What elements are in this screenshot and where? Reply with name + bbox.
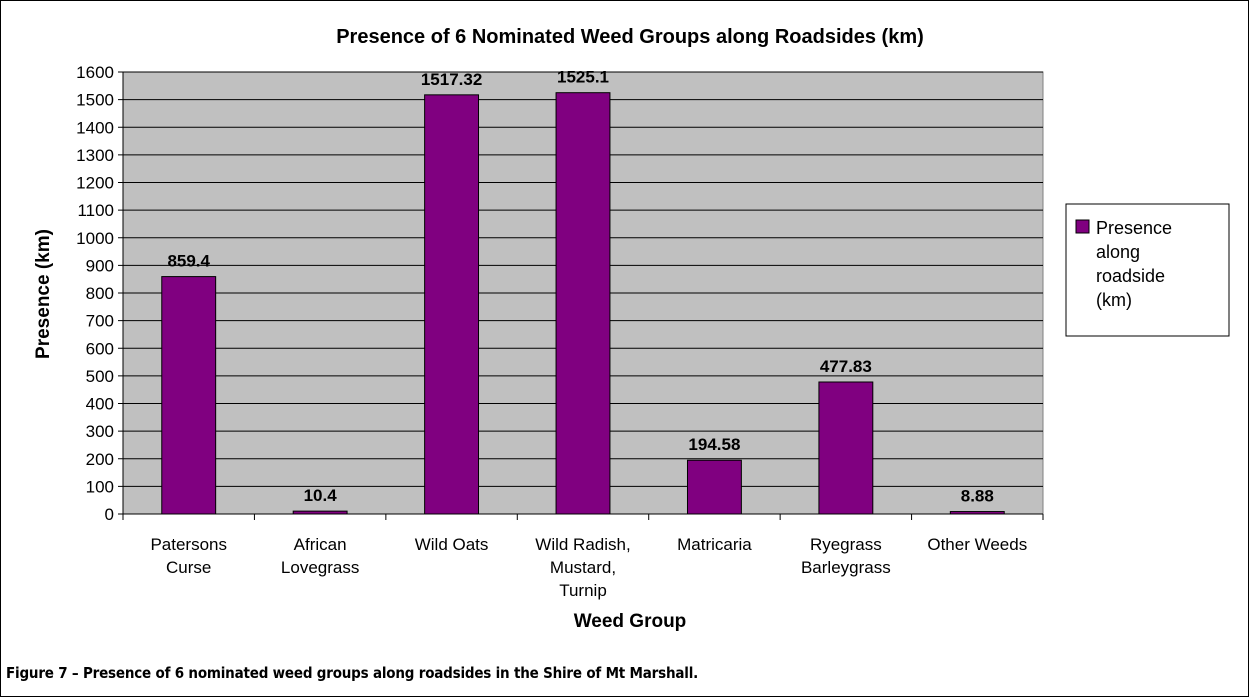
data-label: 859.4 (167, 252, 210, 271)
y-tick-label: 1100 (77, 201, 114, 220)
x-axis-title: Weed Group (574, 611, 687, 632)
data-label: 477.83 (820, 357, 872, 376)
legend-swatch (1075, 219, 1090, 234)
legend-label: Presence along roadside (km) (1096, 218, 1172, 310)
x-axis-categories: Patersons Curse African Lovegrass Wild Oats W… (150, 535, 1027, 600)
y-tick-label: 1000 (76, 229, 114, 248)
x-axis (122, 72, 1044, 520)
y-tick-label: 200 (86, 450, 114, 469)
legend: Presence along roadside (km) (1065, 203, 1230, 337)
y-tick-label: 1500 (76, 91, 114, 110)
bar (555, 92, 611, 515)
data-label: 1525.1 (557, 68, 609, 87)
y-axis-ticks: 0 100 200 300 400 500 600 700 800 900 1000 1100 1200… (76, 63, 123, 524)
y-tick-label: 0 (105, 505, 114, 524)
legend-label-line: (km) (1096, 290, 1132, 310)
x-category-label: African Lovegrass (281, 535, 359, 577)
y-tick-label: 600 (86, 339, 114, 358)
y-tick-label: 400 (86, 395, 114, 414)
legend-label-line: Presence (1096, 218, 1172, 238)
y-tick-label: 1400 (76, 118, 114, 137)
chart-title: Presence of 6 Nominated Weed Groups alon… (336, 26, 924, 48)
data-labels: 859.4 10.4 1517.32 1525.1 194.58 477.83 8.88 (167, 68, 993, 506)
bar (686, 459, 742, 515)
y-tick-label: 500 (86, 367, 114, 386)
y-tick-label: 1200 (76, 174, 114, 193)
y-tick-label: 700 (86, 312, 114, 331)
y-tick-label: 1300 (76, 146, 114, 165)
x-category-label: Patersons Curse (150, 535, 227, 577)
bar (161, 276, 217, 515)
y-tick-label: 1600 (76, 63, 114, 82)
x-category-label: Wild Oats (415, 535, 489, 554)
legend-label-line: along (1096, 242, 1140, 262)
x-category-label: Other Weeds (927, 535, 1027, 554)
y-axis-title: Presence (km) (33, 229, 54, 359)
y-tick-label: 800 (86, 284, 114, 303)
x-category-label: Matricaria (677, 535, 752, 554)
bars (161, 92, 1005, 515)
bar (818, 381, 874, 515)
y-tick-label: 100 (86, 477, 114, 496)
y-tick-label: 300 (86, 422, 114, 441)
weed-presence-chart: Presence of 6 Nominated Weed Groups alon… (33, 26, 1230, 632)
bar (424, 94, 480, 515)
legend-label-line: roadside (1096, 266, 1165, 286)
x-category-label: Ryegrass Barleygrass (801, 535, 891, 577)
y-tick-label: 900 (86, 256, 114, 275)
data-label: 1517.32 (421, 70, 482, 89)
data-label: 10.4 (304, 486, 338, 505)
figure-caption: Figure 7 – Presence of 6 nominated weed … (6, 664, 699, 682)
legend-box (1065, 203, 1230, 337)
x-category-label: Wild Radish, Mustard, Turnip (535, 535, 630, 600)
data-label: 8.88 (961, 487, 994, 506)
data-label: 194.58 (688, 435, 740, 454)
